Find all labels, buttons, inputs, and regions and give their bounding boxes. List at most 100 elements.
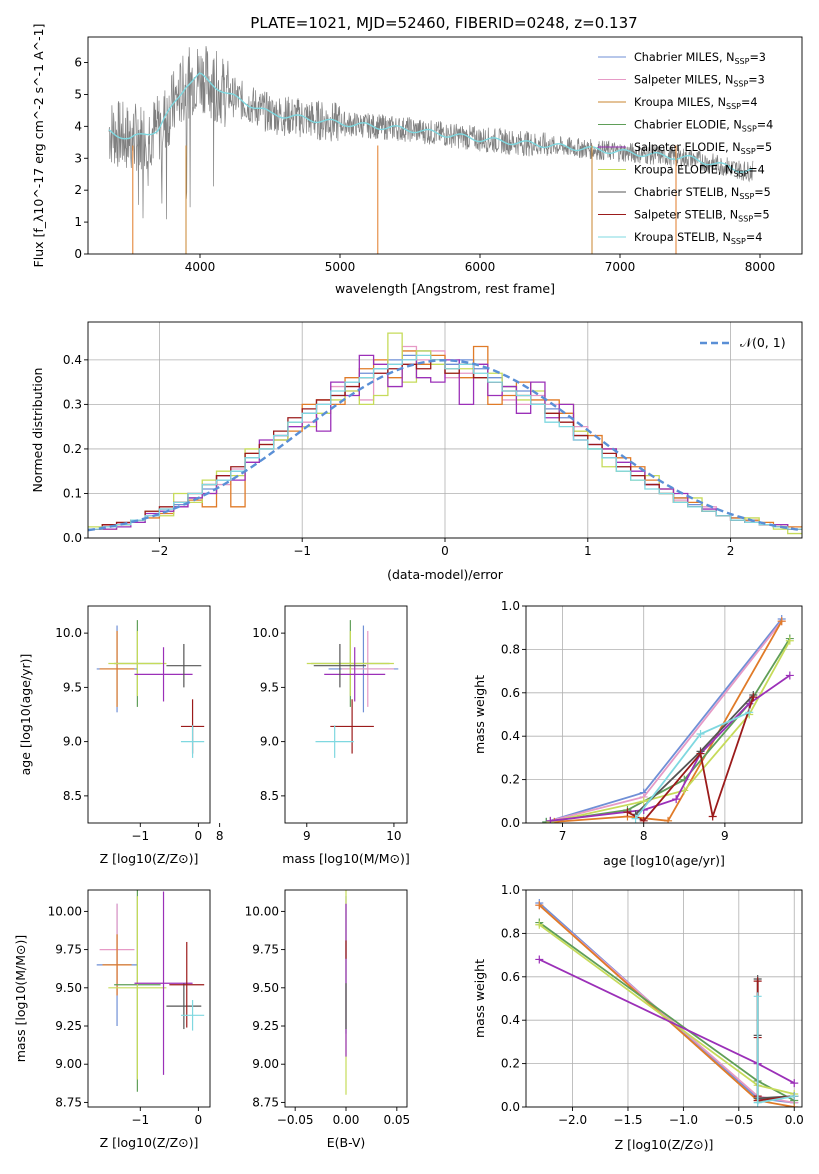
panel-mass_weight_vs_Z: −2.0 −1.5 −1.0 −0.5 0.0 0.0 0.2 0.4 0.6 0.8 1.0 Z [… [472, 883, 804, 1152]
weight-marker [753, 1098, 762, 1107]
x-tick-label: 0 [441, 544, 449, 558]
y-tick-label: 9.25 [55, 1019, 82, 1033]
weight-marker [535, 901, 544, 910]
weight-series [538, 958, 795, 1084]
histogram-series [88, 354, 802, 530]
panel-residual_histogram: −2 −1 0 1 2 0.0 0.1 0.2 0.3 0.4 (data-model)/error… [30, 321, 803, 582]
y-tick-label: 1.0 [501, 883, 520, 897]
panel-mass_weight_vs_age: 7 8 9 0.0 0.2 0.4 0.6 0.8 1.0 age [log10(age/yr)]… [472, 599, 803, 868]
panel-mass_vs_age: 8 9 10 8.5 9.0 9.5 10.0 mass [log10(M/M⊙)] [216, 605, 410, 866]
weight-marker [631, 814, 640, 823]
x-tick-label: 2 [727, 544, 735, 558]
y-tick-label: 10.00 [48, 904, 82, 918]
y-tick-label: 9.50 [55, 981, 82, 995]
weight-series [550, 640, 791, 823]
plot-area [96, 620, 205, 758]
y-tick-label: 0.2 [501, 773, 520, 787]
y-tick-label: 10.00 [245, 904, 279, 918]
x-tick-label: 10 [386, 829, 401, 843]
legend-label: 𝒩(0, 1) [740, 335, 786, 350]
y-axis-label: mass weight [472, 675, 487, 754]
weight-marker [777, 617, 786, 626]
y-tick-label: 9.00 [55, 1057, 82, 1071]
x-tick-label: −1 [131, 1113, 149, 1127]
legend-label: Kroupa ELODIE, NSSP=4 [634, 164, 765, 179]
y-tick-label: 9.00 [252, 1057, 279, 1071]
y-axis-label: mass [log10(M/M⊙)] [13, 935, 28, 1063]
panel-EBV_vs_mass: −0.05 0.00 0.05 8.75 9.00 9.25 9.50 9.75 10.00 E(… [245, 889, 410, 1150]
plot-area [306, 620, 399, 758]
y-tick-label: 0.4 [63, 353, 82, 367]
y-tick-label: 8.5 [260, 789, 279, 803]
spectrum-title: PLATE=1021, MJD=52460, FIBERID=0248, z=0… [250, 14, 637, 32]
plot-area [88, 332, 802, 535]
y-axis-label: mass weight [472, 959, 487, 1038]
weight-series [634, 711, 750, 820]
y-tick-label: 0.8 [501, 642, 520, 656]
x-tick-label: −1.0 [669, 1113, 698, 1127]
y-tick-label: 0.3 [63, 397, 82, 411]
y-tick-label: 0.0 [501, 1100, 520, 1114]
x-tick-label: 9 [303, 829, 311, 843]
y-tick-label: 9.75 [252, 943, 279, 957]
y-tick-label: 9.5 [260, 680, 279, 694]
y-tick-label: 1.0 [501, 599, 520, 613]
plot-area [542, 615, 794, 823]
plot-area [96, 890, 205, 1092]
weight-series [538, 921, 795, 1102]
panel-Z_vs_mass: −1 0 8.75 9.00 9.25 9.50 9.75 10.00 Z [log10(Z/Z… [13, 889, 211, 1150]
model-spectrum [108, 72, 753, 173]
legend: Chabrier MILES, NSSP=3 Salpeter MILES, NS… [598, 51, 773, 246]
legend-label: Chabrier STELIB, NSSP=5 [634, 186, 771, 201]
y-tick-label: 10.0 [55, 626, 82, 640]
y-tick-label: 0 [74, 247, 82, 261]
weight-series [756, 981, 795, 1102]
x-tick-label: −2.0 [558, 1113, 587, 1127]
x-axis-label: wavelength [Angstrom, rest frame] [335, 281, 555, 296]
weight-series [550, 620, 783, 822]
axes-frame [87, 36, 803, 255]
x-axis-label: Z [log10(Z/Z⊙)] [100, 1135, 199, 1150]
y-tick-label: 8.75 [55, 1095, 82, 1109]
weight-marker [749, 693, 758, 702]
x-tick-label: 0 [195, 829, 203, 843]
x-tick-label: 0 [195, 1113, 203, 1127]
x-tick-label: 8 [216, 829, 224, 843]
x-tick-label: 1 [584, 544, 592, 558]
y-tick-label: 9.50 [252, 981, 279, 995]
weight-marker [639, 816, 648, 823]
x-axis-label: Z [log10(Z/Z⊙)] [100, 851, 199, 866]
legend-label: Kroupa MILES, NSSP=4 [634, 96, 757, 111]
weight-marker [708, 812, 717, 821]
y-tick-label: 0.2 [501, 1057, 520, 1071]
y-tick-label: 0.4 [501, 1013, 520, 1027]
legend-label: Salpeter ELODIE, NSSP=5 [634, 141, 772, 156]
axes-frame [525, 889, 803, 1108]
x-tick-label: −1.5 [613, 1113, 642, 1127]
x-axis-label: age [log10(age/yr)] [603, 853, 725, 868]
y-tick-label: 3 [74, 151, 82, 165]
x-tick-label: 0.00 [333, 1113, 360, 1127]
x-tick-label: 5000 [325, 260, 356, 274]
weight-marker [546, 816, 555, 823]
weight-marker [623, 808, 632, 817]
y-tick-label: 0.2 [63, 442, 82, 456]
legend-label: Salpeter STELIB, NSSP=5 [634, 209, 770, 224]
weight-marker [696, 730, 705, 739]
y-tick-label: 5 [74, 87, 82, 101]
weight-marker [785, 671, 794, 680]
x-tick-label: 0.05 [383, 1113, 410, 1127]
weight-series [538, 904, 795, 1104]
legend-label: Salpeter MILES, NSSP=3 [634, 74, 765, 89]
x-axis-label: mass [log10(M/M⊙)] [282, 851, 410, 866]
weight-series [538, 904, 795, 1107]
y-tick-label: 9.25 [252, 1019, 279, 1033]
y-tick-label: 4 [74, 119, 82, 133]
y-axis-label: Normed distribution [30, 368, 45, 493]
x-tick-label: 9 [721, 829, 729, 843]
weight-marker [785, 636, 794, 645]
x-axis-label: Z [log10(Z/Z⊙)] [615, 1137, 714, 1152]
y-tick-label: 10.0 [252, 626, 279, 640]
y-tick-label: 9.75 [55, 943, 82, 957]
